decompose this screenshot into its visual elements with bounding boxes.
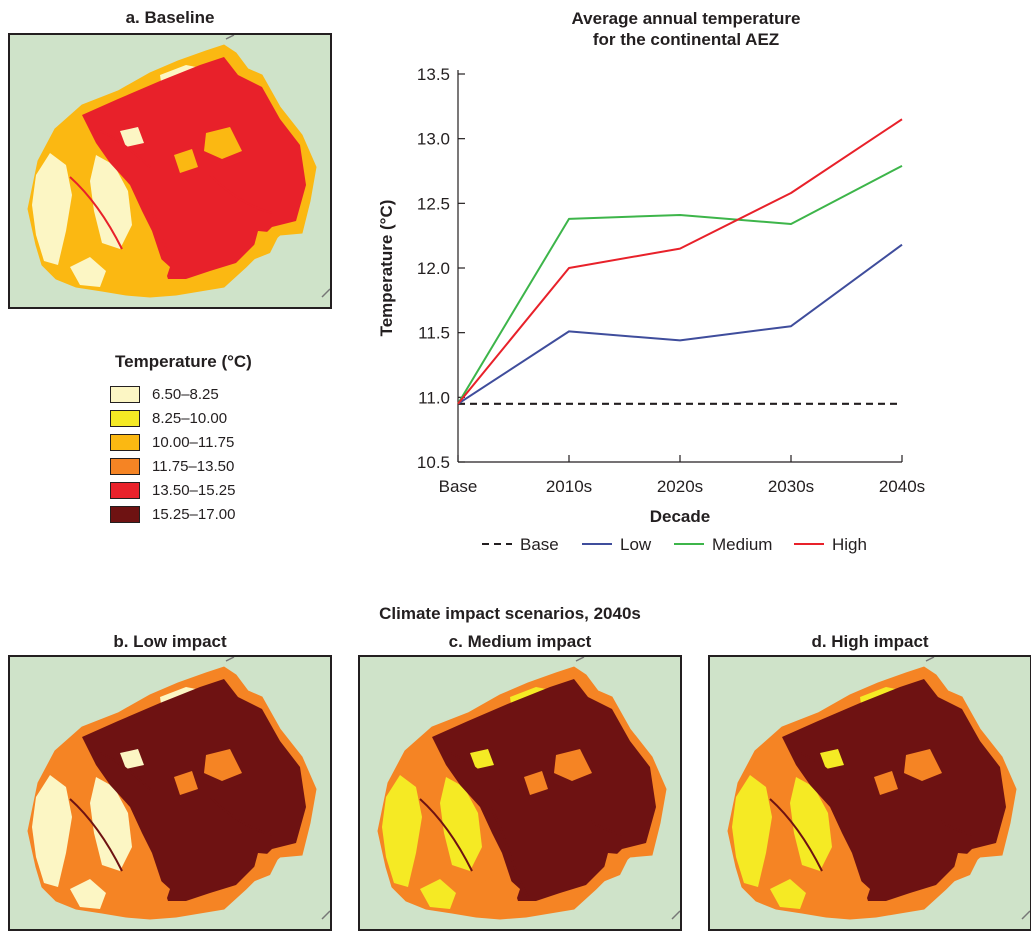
chart-title: Average annual temperature for the contin… [572, 9, 801, 49]
map-baseline [8, 33, 332, 309]
legend-label-medium: Medium [712, 535, 772, 554]
y-tick-label: 12.0 [417, 259, 450, 278]
legend-title: Temperature (°C) [115, 352, 252, 371]
map-medium-impact [358, 655, 682, 931]
x-tick-label: 2010s [546, 477, 592, 496]
x-tick-label: 2030s [768, 477, 814, 496]
legend-label: 11.75–13.50 [152, 457, 235, 475]
series-line-low [457, 243, 903, 405]
legend-label: 15.25–17.00 [152, 505, 236, 523]
legend-swatch [110, 385, 140, 403]
map-title-medium: c. Medium impact [448, 632, 592, 651]
chart-legend: Base Low Medium High [482, 535, 867, 554]
map-title-baseline: a. Baseline [125, 8, 215, 27]
series-line-medium [457, 164, 903, 405]
chart-series [457, 118, 903, 405]
map-drawing [10, 35, 330, 307]
map-title-high: d. High impact [811, 632, 929, 651]
legend-label: 6.50–8.25 [152, 385, 219, 403]
legend-swatch [110, 433, 140, 451]
legend-swatch [110, 409, 140, 427]
map-high-impact [708, 655, 1031, 931]
legend-item: 6.50–8.25 [110, 382, 350, 406]
legend-label: 8.25–10.00 [152, 409, 228, 427]
series-line-high [457, 118, 903, 405]
x-tick-label: 2020s [657, 477, 703, 496]
legend-label: 10.00–11.75 [152, 433, 235, 451]
chart-title-line: for the continental AEZ [593, 30, 779, 49]
scenarios-heading: Climate impact scenarios, 2040s [379, 604, 641, 623]
map-low-impact [8, 655, 332, 931]
legend-item: 15.25–17.00 [110, 502, 350, 526]
legend-items: 6.50–8.25 8.25–10.00 10.00–11.75 11.75–13.5… [110, 382, 350, 526]
y-tick-label: 13.0 [417, 130, 450, 149]
y-tick-label: 12.5 [417, 194, 450, 213]
legend-item: 13.50–15.25 [110, 478, 350, 502]
y-tick-label: 11.5 [418, 324, 450, 343]
chart-axes: 10.5 11.0 11.5 12.0 12.5 13.0 13.5 Base 2010s 202… [377, 65, 925, 526]
legend-item: 8.25–10.00 [110, 406, 350, 430]
x-axis-label: Decade [650, 507, 710, 526]
legend-item: 11.75–13.50 [110, 454, 350, 478]
legend-label: 13.50–15.25 [152, 481, 236, 499]
y-axis-label: Temperature (°C) [377, 200, 396, 337]
legend-swatch [110, 481, 140, 499]
y-tick-label: 13.5 [417, 65, 450, 84]
legend-label-base: Base [520, 535, 559, 554]
map-drawing [710, 657, 1030, 929]
y-tick-label: 11.0 [418, 388, 450, 407]
temperature-legend: Temperature (°C) 6.50–8.25 8.25–10.00 10.0… [110, 352, 350, 526]
x-tick-label: Base [439, 477, 478, 496]
map-title-low: b. Low impact [113, 632, 227, 651]
map-drawing [10, 657, 330, 929]
x-tick-label: 2040s [879, 477, 925, 496]
legend-swatch [110, 457, 140, 475]
legend-swatch [110, 505, 140, 523]
legend-item: 10.00–11.75 [110, 430, 350, 454]
map-drawing [360, 657, 680, 929]
legend-label-high: High [832, 535, 867, 554]
legend-label-low: Low [620, 535, 652, 554]
y-tick-label: 10.5 [417, 453, 450, 472]
chart-title-line: Average annual temperature [572, 9, 801, 28]
temperature-line-chart: Average annual temperature for the contin… [377, 9, 925, 554]
